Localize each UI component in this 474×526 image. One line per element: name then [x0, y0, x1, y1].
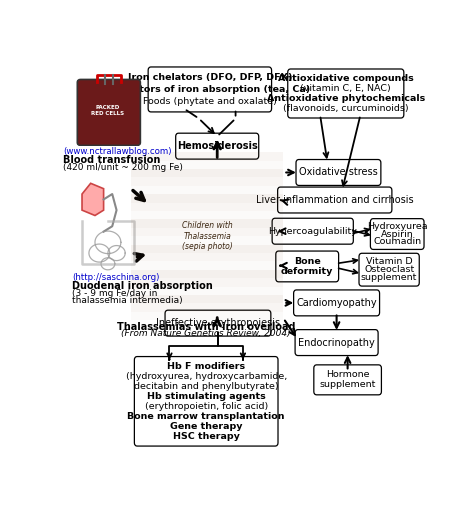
- FancyBboxPatch shape: [295, 330, 378, 356]
- Text: Foods (phytate and oxalate): Foods (phytate and oxalate): [143, 97, 277, 106]
- Text: (vitamin C, E, NAC): (vitamin C, E, NAC): [301, 84, 391, 93]
- Text: Endocrinopathy: Endocrinopathy: [298, 338, 375, 348]
- Text: deformity: deformity: [281, 267, 333, 276]
- Text: (hydroxyurea, hydroxycarbamide,: (hydroxyurea, hydroxycarbamide,: [126, 372, 287, 381]
- FancyBboxPatch shape: [176, 133, 259, 159]
- Text: Aspirin: Aspirin: [381, 229, 414, 238]
- Text: supplement: supplement: [319, 380, 376, 389]
- Text: (http://saschina.org): (http://saschina.org): [72, 274, 159, 282]
- Text: Vitamin D: Vitamin D: [366, 257, 412, 266]
- Text: Liver inflammation and cirrhosis: Liver inflammation and cirrhosis: [256, 195, 414, 205]
- Text: Ineffective erythropoiesis: Ineffective erythropoiesis: [156, 318, 280, 328]
- FancyBboxPatch shape: [359, 254, 419, 286]
- FancyBboxPatch shape: [296, 159, 381, 186]
- Text: Antioxidative phytochemicals: Antioxidative phytochemicals: [267, 94, 425, 103]
- FancyBboxPatch shape: [278, 187, 392, 213]
- Text: Hormone: Hormone: [326, 370, 369, 379]
- Text: Hb F modifiers: Hb F modifiers: [167, 362, 245, 371]
- FancyBboxPatch shape: [165, 310, 271, 336]
- Text: Hemosiderosis: Hemosiderosis: [177, 141, 257, 151]
- Text: Gene therapy: Gene therapy: [170, 422, 242, 431]
- Text: Coumadin: Coumadin: [373, 237, 421, 246]
- FancyBboxPatch shape: [148, 67, 272, 112]
- Text: Hydroxyurea: Hydroxyurea: [367, 222, 428, 231]
- Text: Antioxidative compounds: Antioxidative compounds: [278, 74, 414, 83]
- Text: Hypercoagulability: Hypercoagulability: [268, 227, 357, 236]
- FancyBboxPatch shape: [276, 251, 338, 282]
- Text: Blood transfusion: Blood transfusion: [63, 155, 160, 165]
- FancyBboxPatch shape: [370, 219, 424, 249]
- Text: Thalassemias with iron overload: Thalassemias with iron overload: [117, 321, 295, 331]
- FancyBboxPatch shape: [288, 69, 404, 118]
- Text: Oxidative stress: Oxidative stress: [299, 167, 378, 177]
- Text: decitabin and phenylbutyrate): decitabin and phenylbutyrate): [134, 382, 279, 391]
- Text: supplement: supplement: [361, 273, 417, 282]
- Text: Iron chelators (DFO, DFP, DFX): Iron chelators (DFO, DFP, DFX): [128, 73, 292, 82]
- Text: Bone: Bone: [294, 257, 320, 266]
- FancyBboxPatch shape: [134, 357, 278, 446]
- Text: Duodenal iron absorption: Duodenal iron absorption: [72, 281, 213, 291]
- FancyBboxPatch shape: [272, 218, 353, 244]
- Text: Osteoclast: Osteoclast: [364, 265, 414, 274]
- Text: (420 ml/unit ~ 200 mg Fe): (420 ml/unit ~ 200 mg Fe): [63, 163, 183, 171]
- Text: (3 - 9 mg Fe/day in: (3 - 9 mg Fe/day in: [72, 289, 157, 298]
- Text: Hb stimulating agents: Hb stimulating agents: [147, 392, 265, 401]
- FancyBboxPatch shape: [314, 365, 382, 395]
- Text: Bone marrow transplantation: Bone marrow transplantation: [128, 412, 285, 421]
- Text: Inhibitors of iron absorption (tea, Ca): Inhibitors of iron absorption (tea, Ca): [109, 85, 310, 94]
- Text: (From Nature Genetics Review, 2004): (From Nature Genetics Review, 2004): [121, 329, 291, 338]
- Text: (www.nctrallawblog.com): (www.nctrallawblog.com): [63, 147, 172, 156]
- Text: (erythropoietin, folic acid): (erythropoietin, folic acid): [145, 402, 268, 411]
- Text: Cardiomyopathy: Cardiomyopathy: [296, 298, 377, 308]
- Text: thalassemia intermedia): thalassemia intermedia): [72, 296, 183, 305]
- FancyBboxPatch shape: [293, 290, 380, 316]
- Text: HSC therapy: HSC therapy: [173, 432, 240, 441]
- Text: (flavonoids, curcuminoids): (flavonoids, curcuminoids): [283, 104, 409, 113]
